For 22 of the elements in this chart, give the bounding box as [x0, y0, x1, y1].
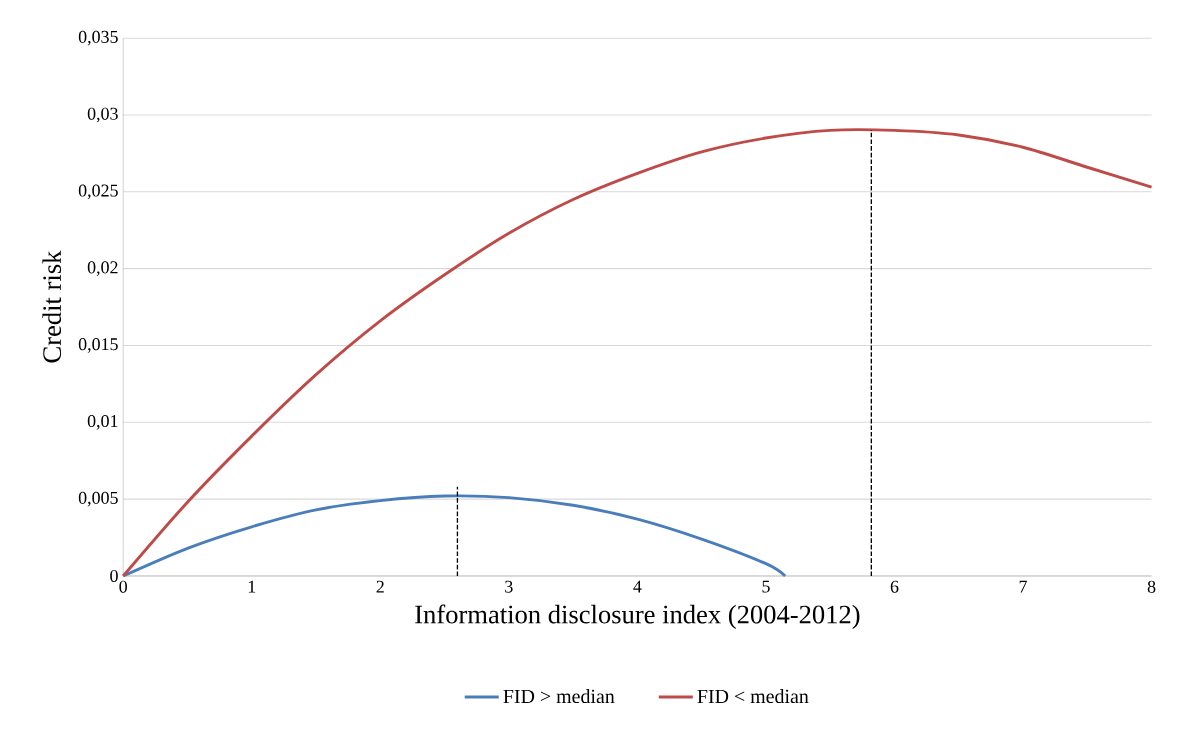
y-tick-label: 0,02 [87, 261, 118, 276]
legend-label: FID < median [697, 689, 809, 704]
y-tick-label: 0,025 [78, 184, 118, 200]
y-tick-label: 0,035 [78, 30, 118, 46]
y-tick-label: 0,01 [87, 414, 118, 430]
x-tick-label: 1 [248, 580, 256, 593]
x-tick-label: 6 [890, 580, 899, 593]
x-axis-title: Information disclosure index (2004-2012) [415, 604, 860, 629]
x-tick-label: 8 [1147, 580, 1156, 593]
line-series [121, 494, 787, 578]
x-tick-label: 5 [762, 580, 770, 593]
y-axis-title: Credit risk [42, 250, 62, 363]
y-tick-label: 0 [110, 569, 118, 582]
legend-label: FID > median [503, 689, 615, 704]
y-tick-label: 0,03 [87, 107, 118, 123]
x-tick-label: 4 [633, 580, 642, 593]
x-tick-label: 0 [119, 580, 128, 593]
y-tick-label: 0,015 [78, 338, 118, 353]
x-tick-label: 3 [505, 580, 513, 593]
x-tick-label: 2 [376, 580, 384, 593]
x-tick-label: 7 [1019, 580, 1027, 593]
y-tick-label: 0,005 [78, 491, 118, 507]
